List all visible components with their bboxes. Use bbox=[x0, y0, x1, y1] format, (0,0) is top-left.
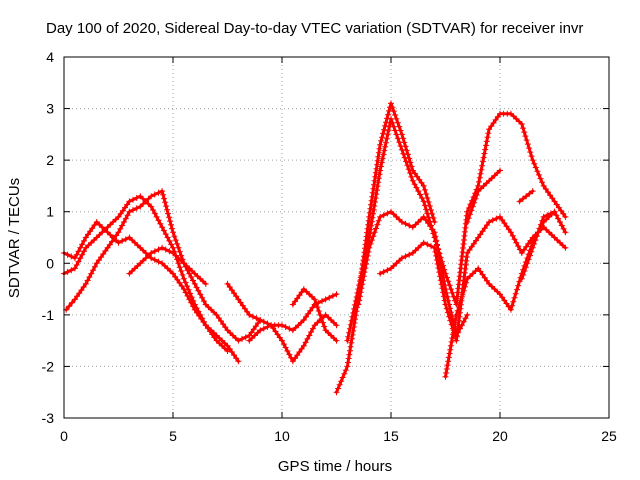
y-tick-label: 4 bbox=[46, 49, 54, 65]
x-axis-label: GPS time / hours bbox=[278, 458, 392, 475]
plot-frame bbox=[63, 56, 610, 419]
y-tick-label: 1 bbox=[46, 204, 54, 220]
series-markers bbox=[126, 244, 209, 287]
series-trace-10 bbox=[355, 208, 471, 339]
data-series bbox=[61, 100, 569, 396]
series-markers bbox=[518, 208, 569, 282]
y-tick-labels: -3 -2 -1 0 1 2 3 4 bbox=[42, 49, 55, 426]
x-tick-label: 5 bbox=[169, 428, 177, 444]
y-tick-label: 2 bbox=[46, 152, 54, 168]
series-trace-9 bbox=[344, 110, 569, 344]
series-line bbox=[127, 246, 208, 286]
series-trace-7 bbox=[289, 286, 340, 344]
y-axis-label: SDTVAR / TECUs bbox=[6, 178, 23, 298]
x-tick-label: 25 bbox=[601, 428, 617, 444]
series-trace-15 bbox=[464, 167, 503, 225]
x-tick-label: 10 bbox=[274, 428, 290, 444]
y-tick-label: -1 bbox=[42, 307, 55, 323]
x-tick-label: 20 bbox=[492, 428, 508, 444]
y-tick-label: -2 bbox=[42, 358, 55, 374]
series-trace-3 bbox=[63, 188, 264, 344]
y-tick-label: 0 bbox=[46, 255, 54, 271]
series-markers bbox=[289, 286, 340, 344]
series-markers bbox=[344, 110, 569, 344]
x-tick-labels: 0 5 10 15 20 25 bbox=[60, 428, 617, 444]
chart-title: Day 100 of 2020, Sidereal Day-to-day VTE… bbox=[46, 20, 583, 37]
series-trace-13 bbox=[518, 208, 569, 282]
y-tick-label: -3 bbox=[42, 410, 55, 426]
x-tick-label: 0 bbox=[60, 428, 68, 444]
series-trace-4 bbox=[126, 244, 209, 287]
series-markers bbox=[516, 188, 536, 205]
series-markers bbox=[63, 188, 264, 344]
x-tick-label: 15 bbox=[383, 428, 399, 444]
series-markers bbox=[464, 167, 503, 225]
axis-ticks bbox=[63, 56, 610, 419]
series-markers bbox=[246, 311, 340, 365]
y-tick-label: 3 bbox=[46, 101, 54, 117]
series-trace-14 bbox=[516, 188, 536, 205]
